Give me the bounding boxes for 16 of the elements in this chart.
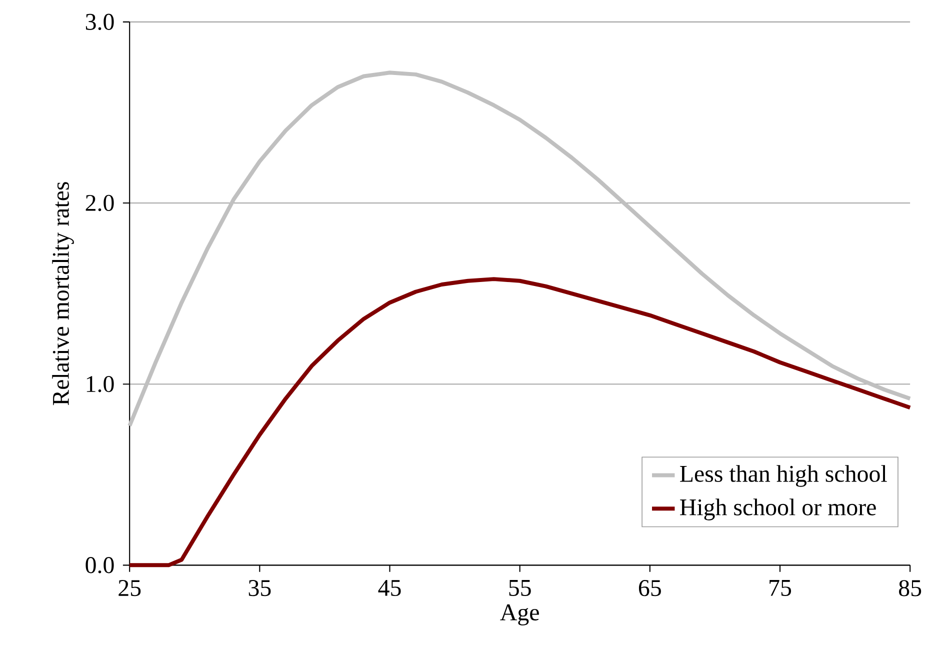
y-tick-label: 2.0 [86,194,114,212]
legend-label: Less than high school [680,465,887,487]
x-tick-label: 25 [118,580,141,596]
x-tick-label: 85 [899,580,922,596]
x-tick-label: 45 [378,580,401,596]
x-tick-label: 75 [770,580,792,596]
y-tick-label: 3.0 [86,14,114,30]
x-tick-label: 55 [509,580,531,596]
line-series [128,70,912,428]
legend-label: High school or more [680,498,876,520]
y-axis-title: Relative mortality rates [52,182,74,406]
x-tick-label: 35 [248,580,271,596]
x-axis-title: Age [500,604,539,626]
y-tick-label: 1.0 [86,376,114,392]
y-tick-label: 0.0 [86,557,114,574]
x-tick-label: 65 [638,580,661,596]
